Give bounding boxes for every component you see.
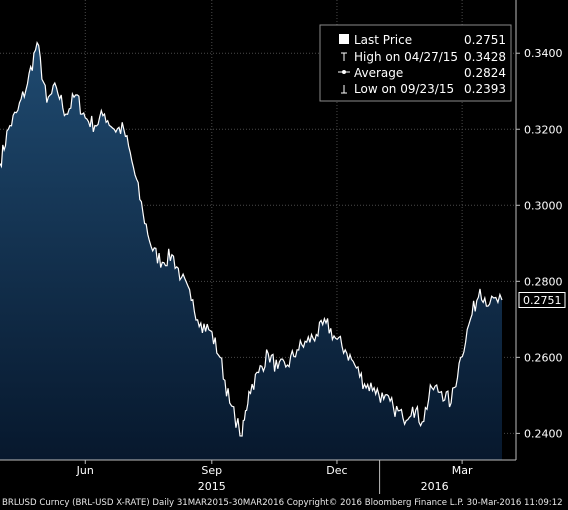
- year-label: 2015: [198, 480, 226, 493]
- legend-item-value: 0.2751: [464, 33, 506, 47]
- y-tick-label: 0.2600: [524, 351, 563, 364]
- last-value-box: [518, 292, 566, 308]
- y-tick-label: 0.3000: [524, 199, 563, 212]
- legend-item-high: High on 04/27/15 0.3428: [341, 50, 506, 64]
- legend-item-value: 0.3428: [464, 50, 506, 64]
- legend-box: [319, 24, 512, 102]
- year-labels: 2015 2016: [198, 480, 449, 493]
- legend-item-last-price: Last Price 0.2751: [339, 33, 506, 47]
- x-tick-label: Jun: [76, 464, 94, 477]
- legend-item-value: 0.2393: [464, 82, 506, 96]
- x-tick-label: Dec: [326, 464, 347, 477]
- price-area: [0, 42, 502, 460]
- y-tick-label: 0.3200: [524, 123, 563, 136]
- legend: Last Price 0.2751 High on 04/27/15 0.342…: [319, 24, 512, 102]
- price-line: [0, 40, 503, 437]
- last-value-marker: 0.2751: [518, 292, 566, 308]
- last-value-text: 0.2751: [523, 294, 562, 307]
- x-tick-label: Mar: [452, 464, 473, 477]
- legend-item-label: Last Price: [354, 33, 412, 47]
- y-tick-label: 0.2800: [524, 275, 563, 288]
- legend-item-value: 0.2824: [464, 66, 506, 80]
- average-marker-icon: [338, 70, 350, 74]
- legend-item-label: Low on 09/23/15: [354, 82, 454, 96]
- low-marker-icon: [341, 85, 347, 94]
- chart: 0.2400 0.2600 0.2800 0.3000 0.3200 0.3400 Jun…: [0, 0, 566, 494]
- chart-footer: BRLUSD Curncy (BRL-USD X-RATE) Daily 31M…: [2, 498, 563, 508]
- legend-item-label: Average: [354, 66, 403, 80]
- last-price-swatch-icon: [339, 34, 349, 44]
- y-axis-ticks: 0.2400 0.2600 0.2800 0.3000 0.3200 0.3400: [516, 47, 563, 440]
- y-tick-label: 0.3400: [524, 47, 563, 60]
- x-tick-label: Sep: [201, 464, 222, 477]
- y-tick-label: 0.2400: [524, 427, 563, 440]
- legend-item-average: Average 0.2824: [338, 66, 506, 80]
- legend-item-low: Low on 09/23/15 0.2393: [341, 82, 506, 96]
- x-axis-ticks: Jun Sep Dec Mar: [76, 460, 473, 477]
- legend-item-label: High on 04/27/15: [354, 50, 458, 64]
- high-marker-icon: [341, 52, 347, 61]
- year-label: 2016: [421, 480, 449, 493]
